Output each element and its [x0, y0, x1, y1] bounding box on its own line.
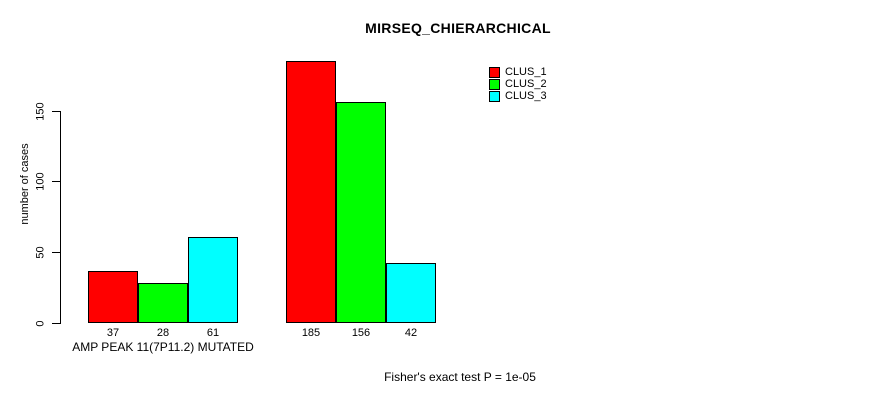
bar: [336, 102, 386, 323]
bar-value-label: 37: [106, 327, 120, 339]
chart-title: MIRSEQ_CHIERARCHICAL: [365, 20, 551, 36]
legend-swatch: [489, 78, 500, 90]
bar: [188, 237, 238, 323]
legend-item: CLUS_3: [489, 90, 547, 102]
legend-swatch: [489, 90, 500, 102]
bar-value-label: 42: [404, 327, 418, 339]
y-axis-line: [60, 111, 61, 324]
legend-label: CLUS_3: [505, 90, 547, 102]
bar-value-label: 185: [301, 327, 321, 339]
y-tick: [52, 111, 60, 112]
y-tick: [52, 252, 60, 253]
legend-item: CLUS_2: [489, 78, 547, 90]
y-tick-label: 50: [34, 246, 47, 259]
y-tick: [52, 323, 60, 324]
y-axis-label: number of cases: [19, 143, 31, 225]
bar: [138, 283, 188, 323]
y-tick-label: 100: [34, 172, 47, 191]
bar: [286, 61, 336, 323]
y-tick-label: 150: [34, 102, 47, 121]
bar: [386, 263, 436, 323]
legend-item: CLUS_1: [489, 66, 547, 78]
bar-value-label: 28: [156, 327, 170, 339]
x-axis-group-label: AMP PEAK 11(7P11.2) MUTATED: [72, 340, 254, 354]
bar: [88, 271, 138, 323]
legend-label: CLUS_1: [505, 66, 547, 78]
legend-label: CLUS_2: [505, 78, 547, 90]
y-tick: [52, 181, 60, 182]
y-tick-label: 0: [34, 320, 47, 327]
legend-swatch: [489, 66, 500, 78]
fisher-test-note: Fisher's exact test P = 1e-05: [384, 370, 536, 384]
bar-value-label: 61: [206, 327, 220, 339]
bar-value-label: 156: [351, 327, 371, 339]
